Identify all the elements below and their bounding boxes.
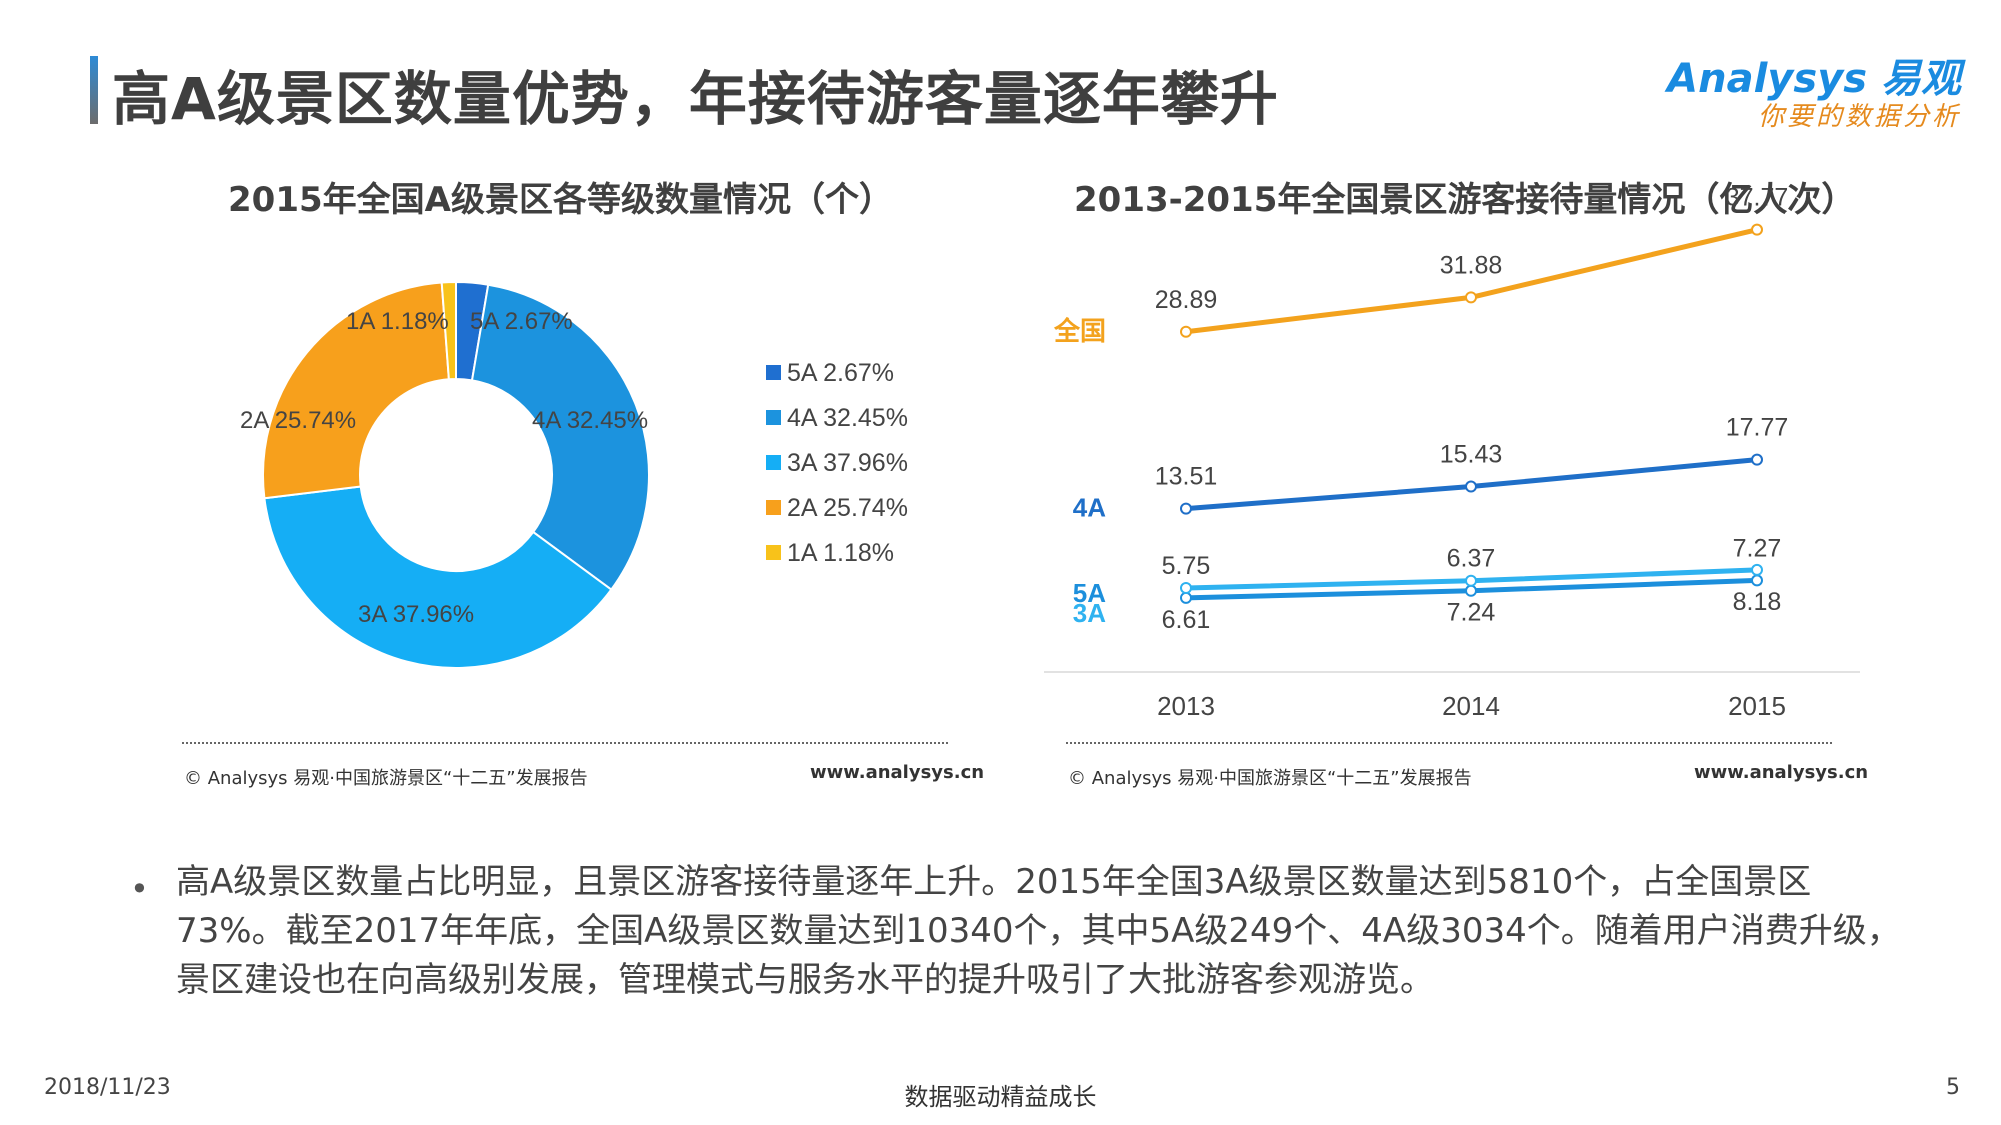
- legend-label-1a: 1A 1.18%: [787, 539, 894, 567]
- footer-date: 2018/11/23: [44, 1075, 171, 1100]
- data-label-2-1: 6.37: [1447, 545, 1496, 573]
- series-point-1-2: [1751, 453, 1763, 466]
- donut-label-5a: 5A 2.67%: [470, 308, 573, 335]
- series-name-1: 4A: [1073, 493, 1106, 523]
- brand-logo: Analysys 易观: [1667, 56, 1961, 102]
- line-source: © Analysys 易观·中国旅游景区“十二五”发展报告: [1068, 768, 1472, 789]
- data-label-2-2: 7.27: [1733, 534, 1782, 562]
- series-point-0-1: [1465, 291, 1477, 304]
- series-name-3: 3A: [1073, 598, 1106, 628]
- x-tick-label-2015: 2015: [1728, 691, 1786, 721]
- legend-label-3a: 3A 37.96%: [787, 449, 908, 477]
- donut-label-2a: 2A 25.74%: [240, 407, 356, 434]
- page-number: 5: [1946, 1075, 1960, 1100]
- page-title: 高A级景区数量优势，年接待游客量逐年攀升: [112, 65, 1279, 133]
- data-label-3-0: 6.61: [1162, 606, 1211, 634]
- donut-site: www.analysys.cn: [810, 762, 985, 783]
- series-name-0: 全国: [1053, 316, 1106, 346]
- series-point-1-1: [1465, 480, 1477, 493]
- series-point-0-2: [1751, 223, 1763, 236]
- data-label-3-1: 7.24: [1447, 599, 1496, 627]
- line-site: www.analysys.cn: [1694, 762, 1869, 783]
- series-point-1-0: [1180, 502, 1192, 515]
- data-label-1-2: 17.77: [1726, 414, 1789, 442]
- donut-divider: [182, 742, 948, 744]
- series-point-2-0: [1180, 591, 1192, 604]
- brand-slogan: 你要的数据分析: [1757, 102, 1961, 132]
- data-label-0-1: 31.88: [1440, 251, 1503, 279]
- x-tick-label-2013: 2013: [1157, 691, 1215, 721]
- series-point-0-0: [1180, 325, 1192, 338]
- legend-label-4a: 4A 32.45%: [787, 404, 908, 432]
- legend-swatch-5a: [766, 365, 781, 380]
- data-label-0-2: 37.77: [1726, 184, 1789, 212]
- data-label-0-0: 28.89: [1155, 286, 1218, 314]
- legend-swatch-4a: [766, 410, 781, 425]
- donut-slice-1a: [440, 280, 457, 381]
- donut-slice-4a: [470, 283, 650, 592]
- legend-swatch-1a: [766, 545, 781, 560]
- legend-swatch-2a: [766, 500, 781, 515]
- series-point-3-0: [1180, 581, 1192, 594]
- legend-label-5a: 5A 2.67%: [787, 359, 894, 387]
- legend-label-2a: 2A 25.74%: [787, 494, 908, 522]
- series-line-0: [1185, 227, 1758, 335]
- line-chart-title: 2013-2015年全国景区游客接待量情况（亿人次）: [1074, 180, 1856, 220]
- series-name-2: 5A: [1073, 578, 1106, 608]
- data-label-1-0: 13.51: [1155, 463, 1218, 491]
- donut-chart-title: 2015年全国A级景区各等级数量情况（个）: [228, 180, 893, 220]
- series-point-2-1: [1465, 584, 1477, 597]
- donut-slice-3a: [263, 485, 613, 669]
- donut-source: © Analysys 易观·中国旅游景区“十二五”发展报告: [184, 768, 588, 789]
- line-divider: [1066, 742, 1832, 744]
- donut-label-3a: 3A 37.96%: [358, 601, 474, 628]
- x-tick-label-2014: 2014: [1442, 691, 1500, 721]
- data-label-3-2: 8.18: [1733, 588, 1782, 616]
- bullet-marker: •: [130, 870, 149, 908]
- series-point-2-2: [1751, 574, 1763, 587]
- donut-slice-2a: [262, 281, 450, 500]
- donut-label-4a: 4A 32.45%: [532, 407, 648, 434]
- legend-swatch-3a: [766, 455, 781, 470]
- footer-slogan: 数据驱动精益成长: [904, 1083, 1097, 1111]
- data-label-2-0: 5.75: [1162, 552, 1211, 580]
- donut-label-1a: 1A 1.18%: [346, 308, 449, 335]
- summary-paragraph: 高A级景区数量占比明显，且景区游客接待量逐年上升。2015年全国3A级景区数量达…: [176, 862, 1901, 1000]
- title-accent-bar: [90, 56, 98, 124]
- series-point-3-2: [1751, 563, 1763, 576]
- data-label-1-1: 15.43: [1440, 441, 1503, 469]
- series-point-3-1: [1465, 574, 1477, 587]
